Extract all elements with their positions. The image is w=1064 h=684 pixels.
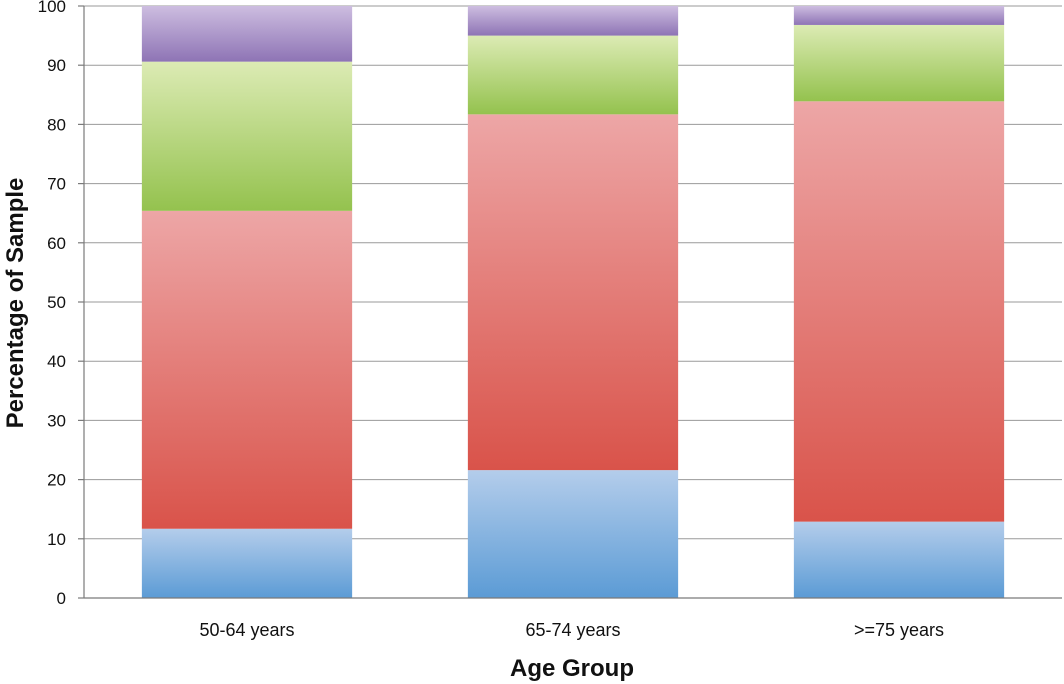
bar-segment-3-2 xyxy=(467,35,679,115)
axes xyxy=(78,5,1062,599)
tick-labels: 0 10 20 30 40 50 60 70 80 90 100 50-64 years 65-74 y… xyxy=(38,0,944,640)
x-tick-label: 65-74 years xyxy=(525,620,620,640)
bar-segment-2-2 xyxy=(467,114,679,471)
y-tick-label: 20 xyxy=(47,471,66,490)
y-tick-label: 60 xyxy=(47,234,66,253)
x-tick-label: >=75 years xyxy=(854,620,944,640)
y-tick-label: 100 xyxy=(38,0,66,16)
bar-segment-4-2 xyxy=(467,6,679,36)
bar-segment-1-2 xyxy=(467,470,679,598)
y-tick-label: 30 xyxy=(47,411,66,430)
bar-segment-1-3 xyxy=(793,521,1005,598)
y-tick-label: 10 xyxy=(47,530,66,549)
bar-segment-2-1 xyxy=(141,210,353,529)
bars xyxy=(141,6,1005,598)
bar-segment-3-3 xyxy=(793,24,1005,102)
bar-segment-3-1 xyxy=(141,61,353,211)
bar-segment-1-1 xyxy=(141,528,353,598)
x-tick-label: 50-64 years xyxy=(199,620,294,640)
y-tick-label: 70 xyxy=(47,175,66,194)
y-axis-title: Percentage of Sample xyxy=(2,178,29,429)
y-tick-label: 40 xyxy=(47,352,66,371)
y-tick-label: 90 xyxy=(47,56,66,75)
x-axis-title: Age Group xyxy=(510,655,634,682)
y-tick-label: 50 xyxy=(47,293,66,312)
y-tick-label: 0 xyxy=(57,589,66,608)
bar-segment-2-3 xyxy=(793,101,1005,522)
bar-segment-4-3 xyxy=(793,6,1005,25)
bar-segment-4-1 xyxy=(141,6,353,62)
y-tick-label: 80 xyxy=(47,115,66,134)
